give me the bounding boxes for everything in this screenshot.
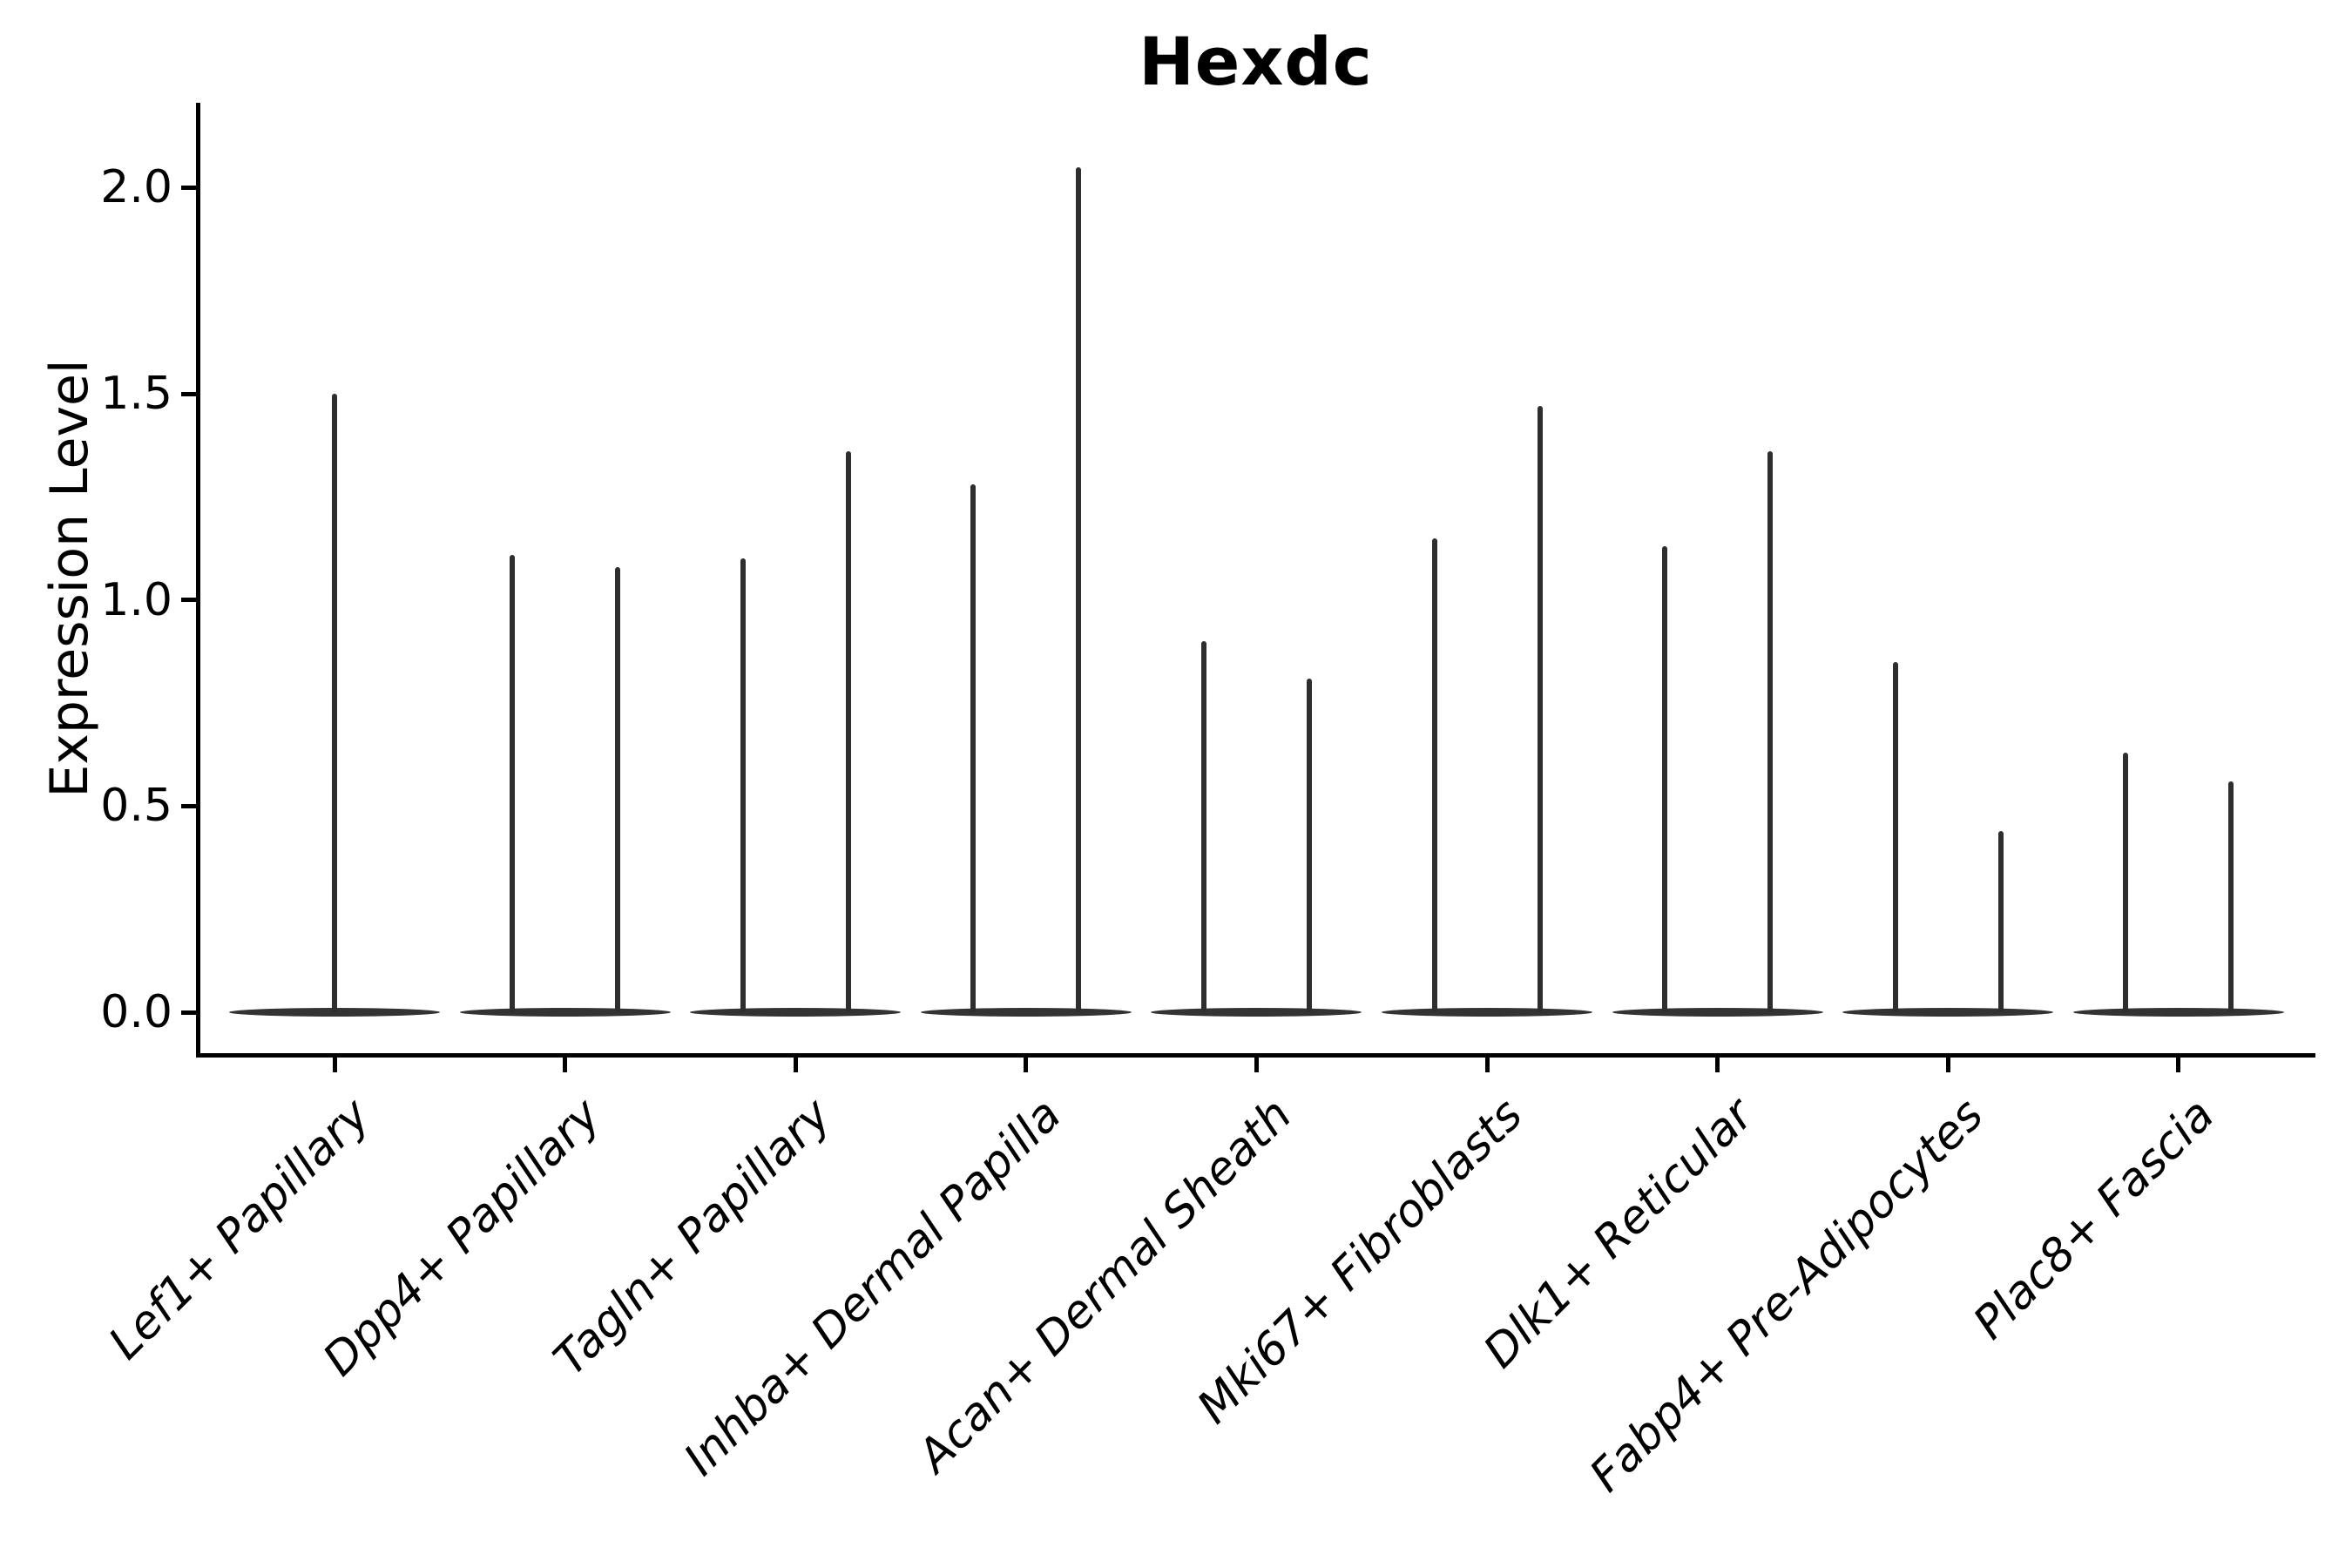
- violin-baseline: [459, 1008, 671, 1017]
- violin-baseline: [1612, 1008, 1823, 1017]
- x-tick-mark: [1484, 1058, 1490, 1072]
- y-tick-mark: [181, 1010, 196, 1015]
- x-tick-mark: [1024, 1058, 1029, 1072]
- x-tick-mark: [1945, 1058, 1950, 1072]
- y-tick-label: 2.0: [100, 161, 172, 214]
- violin-baseline: [690, 1008, 902, 1017]
- x-axis-spine: [196, 1053, 2315, 1058]
- x-tick-mark: [1254, 1058, 1259, 1072]
- y-tick-label: 0.0: [100, 986, 172, 1038]
- violin-baseline: [920, 1008, 1132, 1017]
- violin-baseline: [1151, 1008, 1362, 1017]
- violin-spike: [1306, 678, 1312, 1012]
- x-tick-label: Acan+ Dermal Sheath: [908, 1088, 1302, 1483]
- violin-spike: [1767, 451, 1774, 1012]
- x-tick-mark: [2176, 1058, 2181, 1072]
- x-tick-mark: [793, 1058, 798, 1072]
- x-tick-mark: [563, 1058, 568, 1072]
- violin-spike: [740, 558, 746, 1012]
- violin-baseline: [1382, 1008, 1592, 1017]
- y-tick-label: 1.0: [100, 573, 172, 626]
- plot-title: Hexdc: [1139, 23, 1373, 100]
- violin-spike: [615, 566, 621, 1012]
- violin-baseline: [229, 1008, 440, 1017]
- x-tick-label: Inhba+ Dermal Papilla: [674, 1088, 1072, 1486]
- y-axis-spine: [196, 103, 200, 1058]
- violin-spike: [1431, 537, 1437, 1012]
- y-tick-mark: [181, 803, 196, 808]
- x-tick-mark: [332, 1058, 337, 1072]
- violin-spike: [1892, 661, 1898, 1012]
- violin-spike: [2228, 781, 2234, 1012]
- x-tick-label: Fabp4+ Pre-Adipocytes: [1579, 1088, 1994, 1503]
- violin-baseline: [2072, 1008, 2284, 1017]
- violin-spike: [2123, 752, 2129, 1012]
- violin-spike: [1076, 166, 1082, 1012]
- violin-spike: [1200, 641, 1206, 1012]
- violin-baseline: [1842, 1008, 2054, 1017]
- violin-spike: [1997, 830, 2004, 1012]
- violin-spike: [1662, 546, 1668, 1012]
- violin-spike: [970, 484, 977, 1012]
- y-tick-label: 1.5: [100, 368, 172, 421]
- y-tick-mark: [181, 598, 196, 603]
- y-tick-mark: [181, 391, 196, 396]
- y-tick-label: 0.5: [100, 780, 172, 833]
- violin-spike: [510, 554, 516, 1012]
- violin-spike: [332, 394, 337, 1012]
- x-tick-mark: [1715, 1058, 1720, 1072]
- violin-spike: [1537, 406, 1543, 1012]
- y-tick-mark: [181, 185, 196, 190]
- violin-spike: [845, 451, 851, 1012]
- x-tick-label: Plac8+ Fascia: [1963, 1088, 2225, 1350]
